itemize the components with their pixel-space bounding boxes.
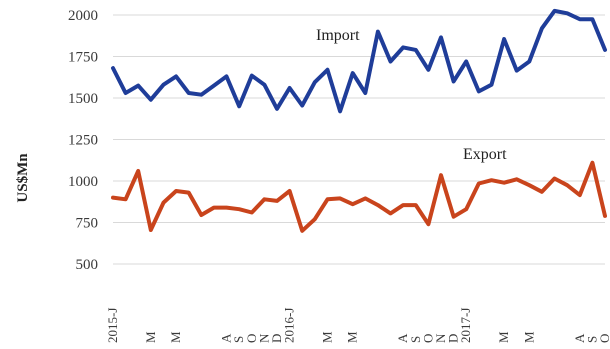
x-tick-label: M [521, 331, 536, 343]
x-tick-label: M [319, 331, 334, 343]
gridlines [113, 14, 605, 265]
x-tick-label: M [345, 331, 360, 343]
x-tick-label: N [433, 333, 448, 343]
x-tick-label: 2017-J [458, 308, 473, 343]
x-tick-label: A [572, 333, 587, 343]
y-tick-label: 2000 [68, 8, 98, 24]
x-tick-label: D [269, 334, 284, 343]
x-tick-label: D [446, 334, 461, 343]
y-tick-label: 1250 [68, 133, 98, 149]
series-label-import: Import [316, 27, 360, 44]
x-tick-label: N [256, 333, 271, 343]
x-tick-label: S [584, 336, 599, 343]
series-line-import [111, 8, 607, 114]
x-tick-label: O [597, 334, 610, 343]
y-axis-label: US$Mn [15, 153, 31, 203]
series-label-export: Export [463, 146, 507, 163]
y-tick-label: 1750 [68, 50, 98, 66]
x-tick-label: 2016-J [282, 308, 297, 343]
x-axis-ticks: 2015-JMMASOND2016-JMMASOND2017-JMMASOND2… [105, 308, 610, 343]
y-axis-ticks: 2000 1750 1500 1250 1000 750 500 [68, 8, 98, 273]
x-tick-label: O [244, 334, 259, 343]
x-tick-label: A [395, 333, 410, 343]
series-line-export [111, 160, 607, 233]
series-lines [111, 8, 607, 233]
x-tick-label: A [219, 333, 234, 343]
x-tick-label: S [231, 336, 246, 343]
x-tick-label: S [408, 336, 423, 343]
y-tick-label: 500 [76, 257, 99, 273]
x-tick-label: 2015-J [105, 308, 120, 343]
x-tick-label: M [168, 331, 183, 343]
x-tick-label: M [496, 331, 511, 343]
y-tick-label: 1500 [68, 91, 98, 107]
y-tick-label: 1000 [68, 174, 98, 190]
x-tick-label: M [143, 331, 158, 343]
y-tick-label: 750 [76, 216, 99, 232]
x-tick-label: O [420, 334, 435, 343]
